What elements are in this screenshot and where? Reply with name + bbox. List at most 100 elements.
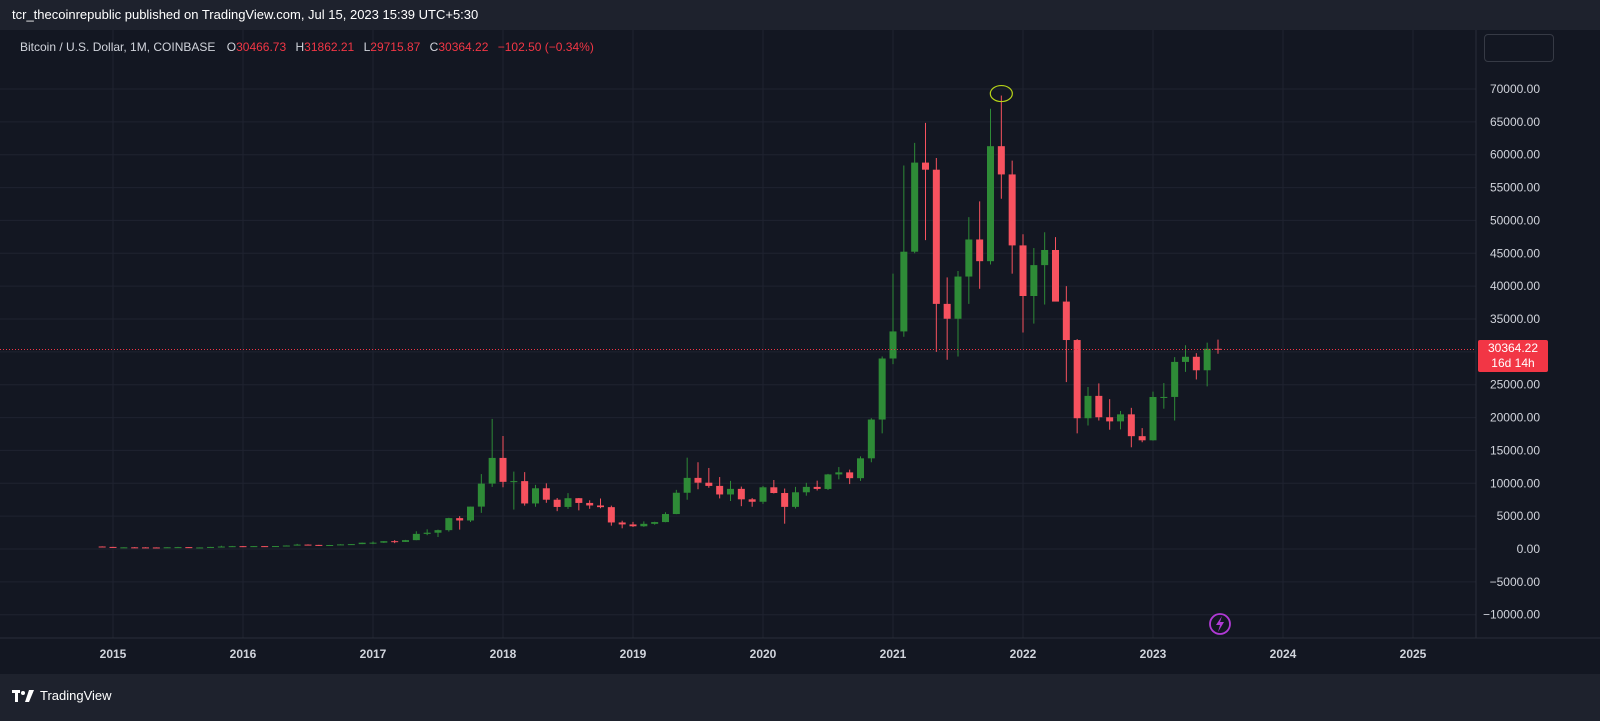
candle-body	[792, 492, 799, 507]
candle-body	[976, 239, 984, 262]
candle	[954, 271, 962, 357]
candle-body	[867, 419, 875, 459]
chart-area[interactable]: 70000.00 65000.00 60000.00 55000.00 50000.00…	[0, 30, 1600, 674]
close-value: 30364.22	[438, 40, 489, 54]
tradingview-brand[interactable]: TradingView	[12, 688, 112, 703]
candles	[98, 95, 1222, 549]
candle-body	[1171, 361, 1179, 397]
candle-body	[759, 487, 767, 502]
candle	[867, 418, 875, 463]
y-tick-label: −10000.00	[1483, 608, 1540, 622]
candle-body	[315, 544, 323, 546]
candle	[857, 456, 864, 481]
y-tick-label: 70000.00	[1490, 82, 1540, 96]
candle	[727, 480, 734, 502]
candlestick-chart[interactable]: 70000.00 65000.00 60000.00 55000.00 50000.00…	[0, 30, 1600, 674]
candle	[878, 356, 886, 434]
candle	[109, 546, 117, 548]
symbol-name: Bitcoin / U.S. Dollar, 1M, COINBASE	[20, 40, 216, 54]
candle	[434, 529, 442, 537]
candle	[282, 545, 290, 547]
candle-body	[293, 544, 301, 546]
x-tick-label: 2018	[490, 647, 517, 661]
candle	[510, 471, 518, 510]
last-price-value: 30364.22	[1487, 341, 1539, 356]
grid-lines	[0, 30, 1600, 639]
lightning-icon[interactable]	[1209, 613, 1231, 635]
candle	[781, 488, 789, 524]
candle	[196, 547, 204, 549]
candle-body	[770, 487, 778, 494]
candle-body	[532, 488, 539, 504]
publish-header: tcr_thecoinrepublic published on Trading…	[0, 0, 1600, 30]
low-value: 29715.87	[370, 40, 421, 54]
candle	[1062, 286, 1070, 383]
candle-body	[542, 488, 550, 500]
y-tick-label: 20000.00	[1490, 411, 1540, 425]
candle	[456, 516, 464, 530]
candle	[597, 498, 604, 509]
candle-body	[553, 499, 561, 507]
candle-body	[1203, 348, 1211, 371]
candle	[846, 469, 854, 485]
high-label: H	[295, 40, 305, 54]
candle	[532, 484, 539, 507]
last-price-tag: 30364.22 16d 14h	[1478, 340, 1548, 373]
candle-body	[727, 488, 734, 495]
candle-body	[380, 541, 388, 543]
candle	[477, 474, 485, 513]
candle-body	[1084, 395, 1092, 419]
low-label: L	[363, 40, 371, 54]
candle	[1160, 383, 1168, 409]
candle-body	[1182, 356, 1189, 362]
candle-body	[358, 542, 366, 545]
candle	[152, 547, 160, 549]
symbol-legend: Bitcoin / U.S. Dollar, 1M, COINBASE O304…	[20, 40, 594, 54]
candle-body	[228, 546, 236, 548]
candle	[694, 462, 702, 490]
candle-body	[347, 544, 355, 546]
candle-body	[683, 477, 691, 493]
candle	[347, 544, 355, 546]
candle-body	[499, 457, 507, 482]
candle-body	[1160, 396, 1168, 398]
candle	[672, 489, 680, 515]
candle-body	[889, 331, 897, 359]
candle-body	[434, 530, 442, 533]
published-text: tcr_thecoinrepublic published on Trading…	[12, 7, 479, 22]
candle	[488, 418, 496, 487]
candle	[911, 142, 919, 254]
candle-body	[997, 146, 1005, 175]
candle	[337, 544, 344, 546]
close-label: C	[429, 40, 439, 54]
candle-body	[640, 523, 648, 527]
candle-body	[521, 481, 529, 504]
candle	[575, 498, 583, 511]
candle-body	[857, 458, 864, 479]
y-tick-label: −5000.00	[1490, 575, 1541, 589]
candle-body	[607, 507, 615, 523]
x-tick-label: 2025	[1400, 647, 1427, 661]
candle	[521, 472, 529, 506]
candle	[607, 505, 615, 526]
candle-body	[781, 493, 789, 507]
candle-body	[911, 162, 919, 252]
candle-body	[748, 499, 756, 502]
candle	[326, 544, 334, 546]
candle	[586, 500, 594, 509]
toolbar-box[interactable]	[1484, 34, 1554, 62]
candle-body	[261, 546, 269, 548]
candle-body	[174, 547, 182, 549]
candle	[315, 544, 323, 546]
high-value: 31862.21	[304, 40, 355, 54]
tradingview-logo-icon	[12, 689, 34, 702]
candle-body	[922, 162, 929, 170]
candle	[358, 542, 366, 545]
x-tick-label: 2017	[360, 647, 387, 661]
x-tick-label: 2019	[620, 647, 647, 661]
candle	[564, 493, 572, 509]
open-label: O	[226, 40, 237, 54]
candle	[380, 541, 388, 543]
candle	[748, 498, 756, 507]
candle-body	[423, 532, 431, 534]
